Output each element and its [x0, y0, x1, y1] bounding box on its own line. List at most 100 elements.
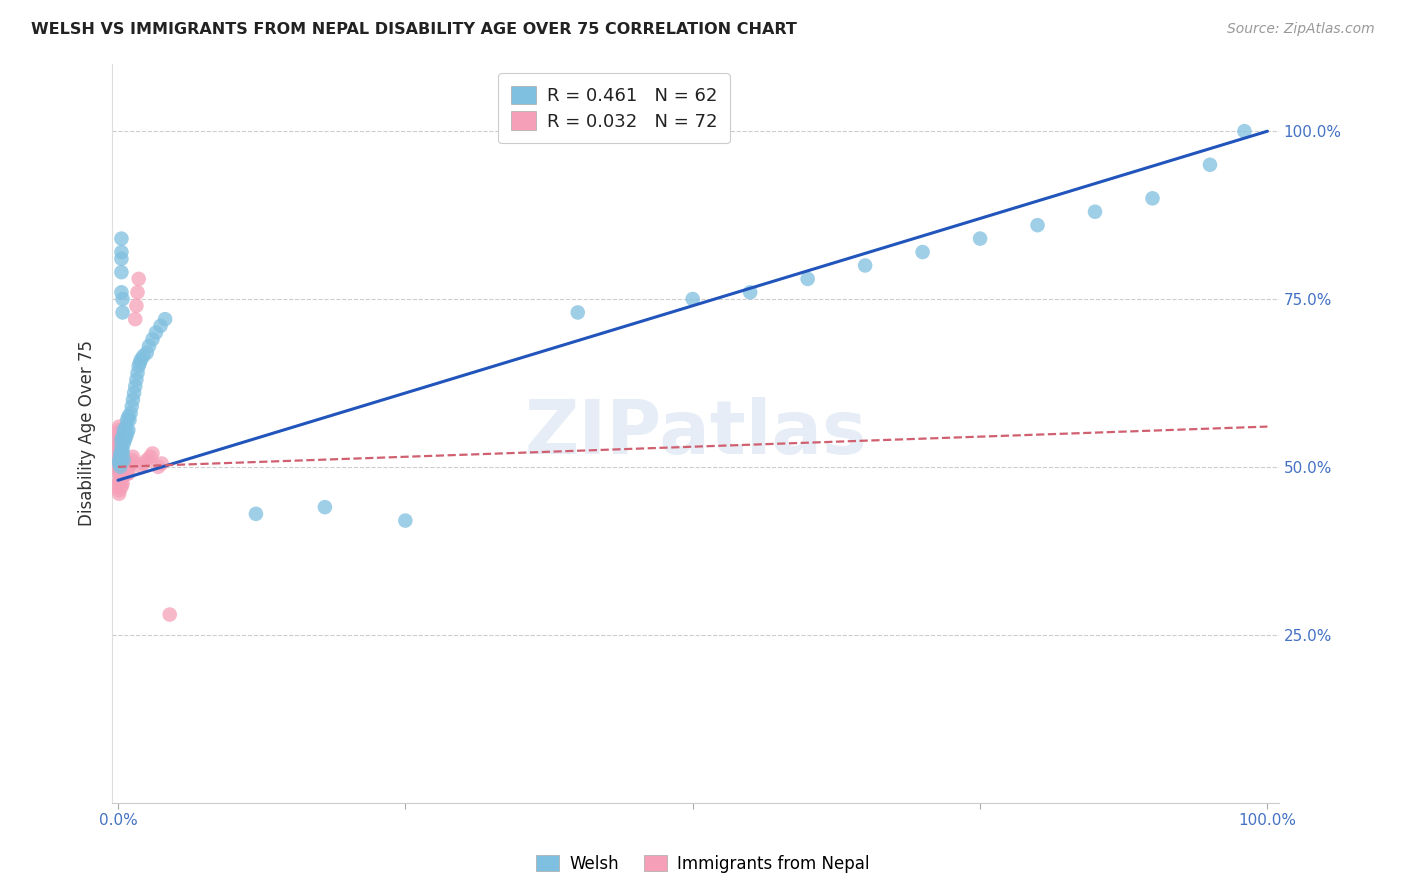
Point — [110, 446, 132, 460]
Point — [682, 292, 704, 306]
Point — [112, 436, 135, 450]
Point — [114, 426, 136, 441]
Point — [127, 366, 149, 380]
Point — [108, 467, 131, 481]
Point — [135, 453, 157, 467]
Point — [127, 285, 149, 300]
Point — [110, 446, 132, 460]
Point — [110, 453, 132, 467]
Point — [110, 446, 132, 460]
Point — [122, 386, 145, 401]
Point — [314, 500, 336, 515]
Point — [245, 507, 267, 521]
Point — [108, 440, 131, 454]
Point — [118, 459, 141, 474]
Point — [1199, 158, 1222, 172]
Point — [108, 433, 131, 447]
Point — [108, 423, 131, 437]
Point — [135, 345, 157, 359]
Point — [1142, 191, 1164, 205]
Point — [112, 423, 135, 437]
Legend: Welsh, Immigrants from Nepal: Welsh, Immigrants from Nepal — [530, 848, 876, 880]
Point — [129, 459, 152, 474]
Point — [117, 409, 139, 424]
Point — [111, 463, 134, 477]
Point — [108, 473, 131, 487]
Point — [969, 231, 991, 245]
Point — [108, 436, 131, 450]
Point — [115, 419, 138, 434]
Point — [120, 457, 142, 471]
Point — [138, 339, 160, 353]
Point — [108, 459, 131, 474]
Point — [110, 265, 132, 279]
Point — [108, 480, 131, 494]
Point — [110, 467, 132, 481]
Point — [115, 430, 138, 444]
Point — [111, 446, 134, 460]
Point — [108, 450, 131, 464]
Legend: R = 0.461   N = 62, R = 0.032   N = 72: R = 0.461 N = 62, R = 0.032 N = 72 — [498, 73, 730, 144]
Point — [110, 463, 132, 477]
Point — [150, 457, 173, 471]
Point — [110, 459, 132, 474]
Point — [110, 463, 132, 477]
Point — [122, 450, 145, 464]
Point — [108, 419, 131, 434]
Point — [132, 349, 155, 363]
Point — [110, 231, 132, 245]
Point — [110, 453, 132, 467]
Point — [111, 459, 134, 474]
Point — [108, 443, 131, 458]
Point — [111, 292, 134, 306]
Point — [128, 272, 150, 286]
Point — [108, 453, 131, 467]
Y-axis label: Disability Age Over 75: Disability Age Over 75 — [79, 340, 96, 526]
Point — [108, 463, 131, 477]
Point — [114, 459, 136, 474]
Point — [108, 476, 131, 491]
Point — [112, 467, 135, 481]
Point — [148, 459, 170, 474]
Point — [145, 326, 167, 340]
Point — [117, 467, 139, 481]
Point — [118, 413, 141, 427]
Point — [108, 446, 131, 460]
Point — [115, 459, 138, 474]
Point — [125, 299, 148, 313]
Point — [110, 473, 132, 487]
Point — [112, 457, 135, 471]
Point — [110, 450, 132, 464]
Point — [108, 430, 131, 444]
Point — [115, 413, 138, 427]
Point — [114, 467, 136, 481]
Point — [115, 426, 138, 441]
Point — [110, 443, 132, 458]
Point — [112, 463, 135, 477]
Point — [1084, 204, 1107, 219]
Text: ZIPatlas: ZIPatlas — [524, 397, 868, 470]
Point — [115, 467, 138, 481]
Point — [110, 457, 132, 471]
Point — [110, 433, 132, 447]
Point — [108, 426, 131, 441]
Point — [108, 453, 131, 467]
Point — [110, 459, 132, 474]
Point — [111, 457, 134, 471]
Point — [111, 305, 134, 319]
Point — [120, 406, 142, 420]
Point — [110, 453, 132, 467]
Point — [110, 440, 132, 454]
Text: Source: ZipAtlas.com: Source: ZipAtlas.com — [1227, 22, 1375, 37]
Point — [122, 392, 145, 407]
Point — [114, 463, 136, 477]
Point — [115, 467, 138, 481]
Point — [129, 352, 152, 367]
Point — [1026, 218, 1049, 232]
Point — [111, 467, 134, 481]
Point — [141, 446, 163, 460]
Point — [132, 457, 155, 471]
Point — [110, 252, 132, 266]
Point — [108, 457, 131, 471]
Point — [108, 486, 131, 500]
